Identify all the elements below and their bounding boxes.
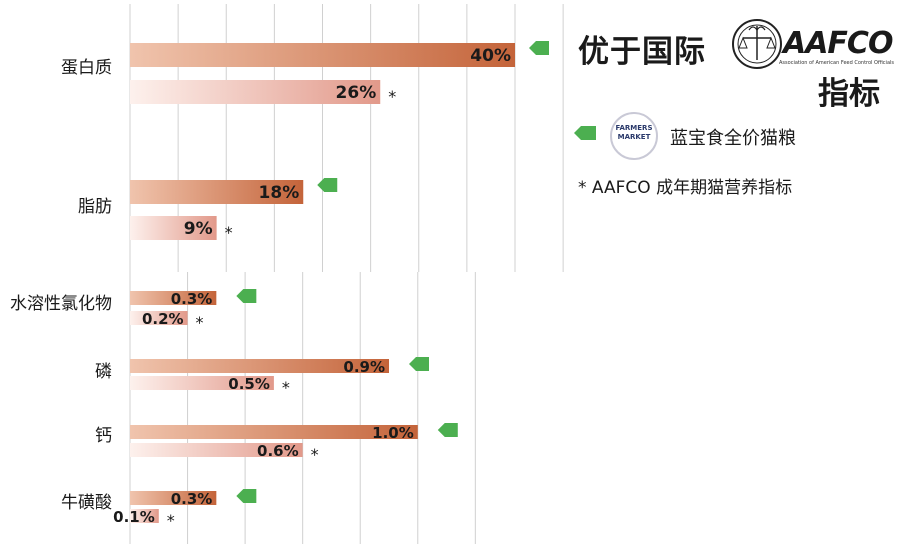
marker-arrow-icon: [236, 289, 257, 303]
category-label: 脂肪: [78, 197, 112, 217]
product-value-label: 1.0%: [372, 424, 414, 442]
marker-arrow-icon: [409, 357, 429, 371]
header-subtitle: 指标: [818, 76, 880, 112]
farmers-market-logo: FARMERS MARKET: [610, 112, 658, 160]
category-label: 牛磺酸: [61, 493, 112, 513]
product-value-label: 40%: [470, 46, 511, 66]
product-value-label: 0.9%: [343, 358, 385, 376]
product-value-label: 18%: [259, 183, 300, 203]
aafco-bar: [130, 376, 274, 390]
aafco-logo: [732, 19, 782, 69]
product-bar: [130, 43, 515, 67]
category-label: 水溶性氯化物: [10, 294, 112, 314]
aafco-bar: [130, 443, 303, 457]
category-label: 磷: [95, 362, 112, 382]
category-label: 蛋白质: [61, 58, 112, 78]
marker-arrow-icon: [437, 423, 458, 437]
aafco-asterisk: *: [388, 87, 396, 106]
label-group: 蛋白质 40% 26% * 脂肪 18% 9% * 水溶性氯化物 0.3% 0.2% * 磷 0.9% 0.…: [10, 46, 511, 530]
aafco-value-label: 0.5%: [228, 375, 270, 393]
aafco-value-label: 0.6%: [257, 442, 299, 460]
bar-group: [130, 41, 549, 523]
farmers-market-logo-text: FARMERS MARKET: [615, 124, 653, 141]
header-title: 优于国际: [578, 34, 706, 70]
aafco-asterisk: *: [282, 378, 290, 397]
product-bar: [130, 491, 217, 505]
product-bar: [130, 359, 389, 373]
product-value-label: 0.3%: [171, 490, 213, 508]
marker-arrow-icon: [529, 41, 549, 55]
aafco-asterisk: *: [196, 313, 204, 332]
product-bar: [130, 180, 304, 204]
category-label: 钙: [95, 426, 112, 446]
aafco-value-label: 9%: [184, 219, 213, 239]
aafco-wordmark: AAFCO: [783, 26, 893, 61]
product-bar: [130, 425, 418, 439]
marker-arrow-icon: [574, 126, 596, 140]
aafco-bar: [130, 216, 217, 240]
aafco-asterisk: *: [225, 223, 233, 242]
aafco-value-label: 0.2%: [142, 310, 184, 328]
aafco-value-label: 26%: [336, 83, 377, 103]
aafco-asterisk: *: [167, 511, 175, 530]
aafco-bar: [130, 509, 159, 523]
aafco-caption: Association of American Feed Control Off…: [779, 60, 894, 66]
legend-aafco-note: * AAFCO 成年期猫营养指标: [578, 178, 793, 198]
product-bar: [130, 291, 217, 305]
legend-product: FARMERS MARKET 蓝宝食全价猫粮: [574, 112, 894, 160]
marker-arrow-icon: [317, 178, 338, 192]
product-value-label: 0.3%: [171, 290, 213, 308]
marker-arrow-icon: [236, 489, 257, 503]
aafco-bar: [130, 80, 381, 104]
aafco-bar: [130, 311, 188, 325]
aafco-asterisk: *: [311, 445, 319, 464]
legend-product-label: 蓝宝食全价猫粮: [670, 128, 796, 149]
aafco-value-label: 0.1%: [113, 508, 155, 526]
